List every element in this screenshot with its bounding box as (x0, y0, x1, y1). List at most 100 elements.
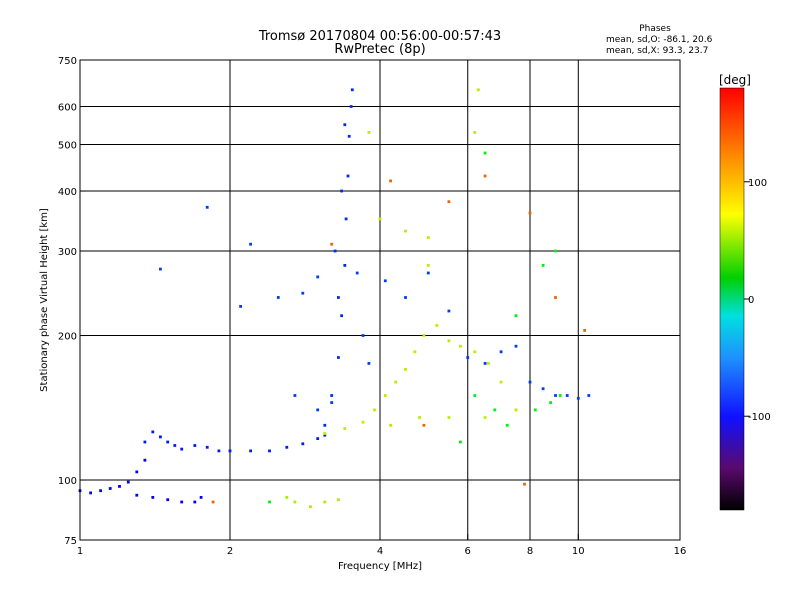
data-point (151, 496, 155, 499)
data-point (173, 444, 177, 447)
data-point (166, 440, 170, 444)
data-point (541, 387, 545, 391)
y-tick-label: 100 (58, 476, 77, 487)
data-point (459, 344, 462, 348)
data-point (343, 123, 347, 127)
data-point (159, 267, 162, 271)
data-point (205, 205, 209, 209)
data-point (166, 498, 170, 502)
y-tick-label: 500 (58, 141, 77, 152)
data-point (426, 264, 430, 267)
data-point (583, 329, 587, 332)
data-point (135, 470, 139, 474)
x-tick-label: 16 (674, 546, 687, 557)
data-point (549, 401, 552, 404)
data-point (293, 394, 297, 397)
data-point (323, 432, 327, 435)
y-tick-label: 75 (64, 536, 77, 547)
data-point (211, 500, 215, 504)
data-point (316, 408, 320, 412)
data-point (483, 151, 487, 155)
y-tick-label: 300 (58, 247, 77, 258)
y-tick-label: 600 (58, 103, 77, 114)
data-point (426, 236, 430, 239)
y-axis-ticks: 75 100 200 300 400 500 600 750 (58, 56, 86, 547)
x-axis-ticks: 1 2 4 6 8 10 16 (77, 534, 687, 557)
data-point (383, 394, 387, 397)
y-tick-label: 750 (58, 56, 77, 67)
colorbar-tick-label: 100 (748, 178, 767, 189)
data-point (367, 362, 371, 365)
data-point (135, 493, 139, 497)
data-point (293, 500, 297, 504)
data-point (323, 423, 327, 427)
data-point (180, 447, 184, 451)
grid-lines (80, 60, 680, 540)
data-point (159, 435, 162, 439)
data-point (523, 482, 526, 486)
data-point (361, 334, 365, 337)
x-tick-label: 4 (377, 546, 383, 557)
data-point (447, 416, 451, 419)
data-point (394, 380, 398, 384)
data-point (514, 408, 518, 412)
data-point (346, 174, 350, 178)
data-point (108, 487, 112, 490)
data-point (239, 305, 242, 308)
data-point (554, 394, 557, 397)
data-point (143, 458, 147, 462)
data-point (483, 416, 487, 419)
data-point (447, 339, 451, 343)
data-point (349, 105, 353, 108)
data-point (316, 275, 320, 279)
data-point (404, 296, 407, 299)
data-point (268, 500, 271, 504)
colorbar-tick-label: 0 (748, 295, 754, 306)
data-point (476, 88, 480, 92)
data-point (473, 131, 477, 134)
data-point (383, 279, 387, 283)
data-point (422, 334, 426, 337)
data-point (343, 427, 347, 430)
colorbar-ticks: 100 0 -100 (744, 178, 771, 423)
colorbar (719, 87, 745, 511)
data-point (493, 408, 497, 412)
chart-title-line2: RwPretec (8p) (334, 42, 425, 57)
x-tick-label: 2 (227, 546, 233, 557)
data-point (337, 296, 340, 299)
data-point (333, 249, 337, 253)
data-point (143, 440, 147, 444)
data-point (343, 264, 347, 267)
data-point (435, 324, 439, 327)
data-point (118, 485, 121, 488)
data-point (389, 423, 392, 427)
data-point (330, 242, 334, 246)
data-point (404, 368, 407, 371)
chart-title-line1: Tromsø 20170804 00:56:00-00:57:43 (258, 29, 501, 44)
data-point (473, 350, 477, 354)
colorbar-unit-label: [deg] (719, 73, 751, 87)
data-point (330, 401, 334, 404)
data-point (554, 249, 557, 253)
data-point (285, 445, 289, 449)
data-point (193, 500, 197, 504)
data-point (350, 88, 354, 92)
y-tick-label: 200 (58, 332, 77, 343)
y-tick-label: 400 (58, 187, 77, 198)
data-point (404, 229, 407, 233)
data-point (285, 496, 289, 499)
data-point (422, 423, 426, 427)
x-axis-label: Frequency [MHz] (338, 561, 422, 572)
data-point (301, 442, 305, 446)
data-point (355, 271, 359, 275)
data-point (487, 362, 490, 365)
data-point (337, 356, 340, 359)
data-point (413, 350, 417, 354)
data-point (514, 314, 518, 318)
data-point (533, 408, 537, 412)
data-point (151, 430, 155, 434)
data-point (323, 433, 327, 437)
data-point (505, 423, 509, 427)
